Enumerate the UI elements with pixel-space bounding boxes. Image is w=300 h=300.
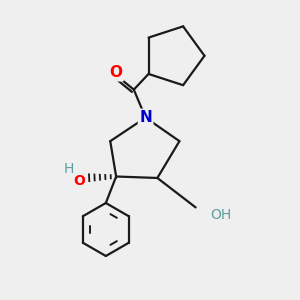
Text: OH: OH [210, 208, 231, 222]
Text: N: N [139, 110, 152, 125]
Text: O: O [110, 65, 123, 80]
Text: H: H [64, 162, 74, 176]
Text: O: O [74, 174, 85, 188]
